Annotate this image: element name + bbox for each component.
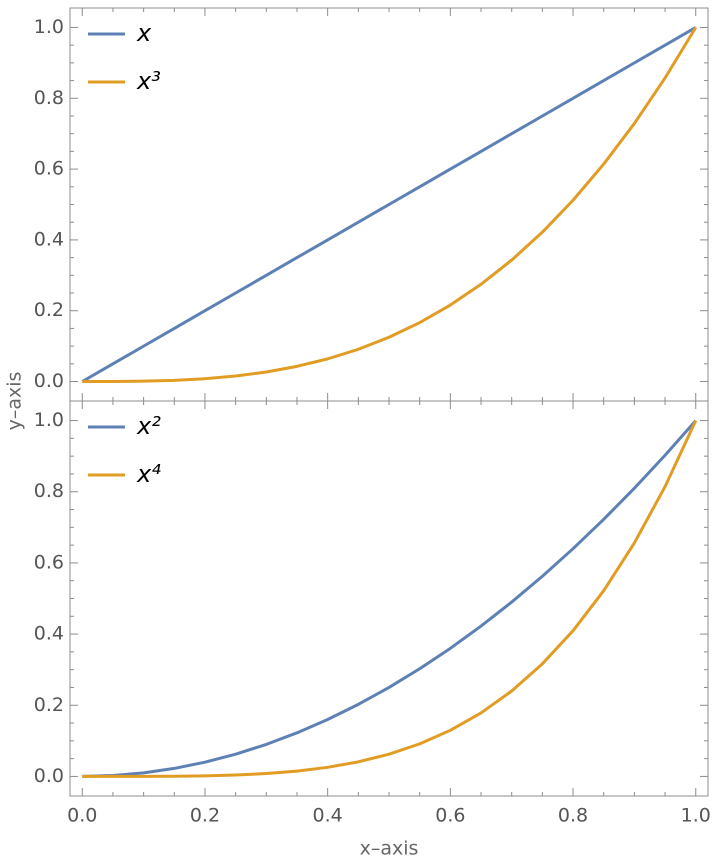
x-axis-label: x–axis (360, 838, 419, 860)
x-tick-label: 0.0 (67, 805, 97, 827)
series-line (82, 26, 698, 384)
y-tick-label: 0.2 (34, 299, 64, 321)
y-tick-label: 0.0 (34, 765, 64, 787)
legend-label: x² (136, 412, 161, 440)
legend-label: x⁴ (136, 460, 161, 488)
y-tick-label: 0.4 (34, 228, 64, 250)
y-tick-label: 0.6 (34, 158, 64, 180)
series-line (81, 26, 697, 383)
y-tick-label: 1.0 (34, 16, 64, 38)
x-tick-label: 0.2 (190, 805, 220, 827)
x-tick-label: 0.4 (313, 805, 343, 827)
y-tick-label: 0.0 (34, 370, 64, 392)
series-line (82, 419, 697, 778)
y-tick-label: 0.2 (34, 694, 64, 716)
y-tick-label: 0.8 (34, 87, 64, 109)
y-tick-label: 0.8 (34, 480, 64, 502)
legend-label: x³ (136, 67, 161, 95)
y-tick-label: 0.4 (34, 623, 64, 645)
legend-label: x (136, 19, 152, 47)
y-tick-label: 0.6 (34, 551, 64, 573)
x-tick-label: 0.6 (435, 805, 465, 827)
y-axis-label: y–axis (4, 372, 26, 431)
x-tick-label: 1.0 (681, 805, 711, 827)
y-tick-label: 1.0 (34, 409, 64, 431)
plot-frame (69, 400, 709, 797)
series-line (82, 419, 698, 778)
x-tick-label: 0.8 (558, 805, 588, 827)
